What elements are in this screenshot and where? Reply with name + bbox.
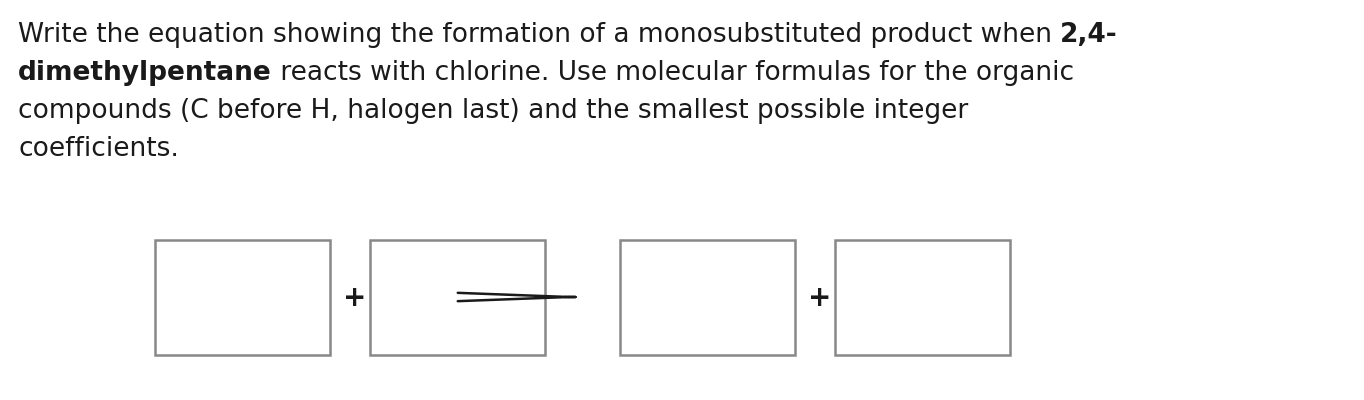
- Text: Write the equation showing the formation of a monosubstituted product when: Write the equation showing the formation…: [18, 22, 1060, 48]
- Text: coefficients.: coefficients.: [18, 136, 179, 162]
- Text: dimethylpentane: dimethylpentane: [18, 60, 271, 86]
- Bar: [621, 240, 795, 355]
- Text: +: +: [344, 284, 367, 312]
- Text: 2,4-: 2,4-: [1060, 22, 1118, 48]
- Bar: [155, 240, 330, 355]
- Text: reacts with chlorine. Use molecular formulas for the organic: reacts with chlorine. Use molecular form…: [271, 60, 1073, 86]
- Text: +: +: [809, 284, 832, 312]
- Bar: [370, 240, 546, 355]
- Bar: [835, 240, 1009, 355]
- Text: compounds (C before H, halogen last) and the smallest possible integer: compounds (C before H, halogen last) and…: [18, 98, 968, 124]
